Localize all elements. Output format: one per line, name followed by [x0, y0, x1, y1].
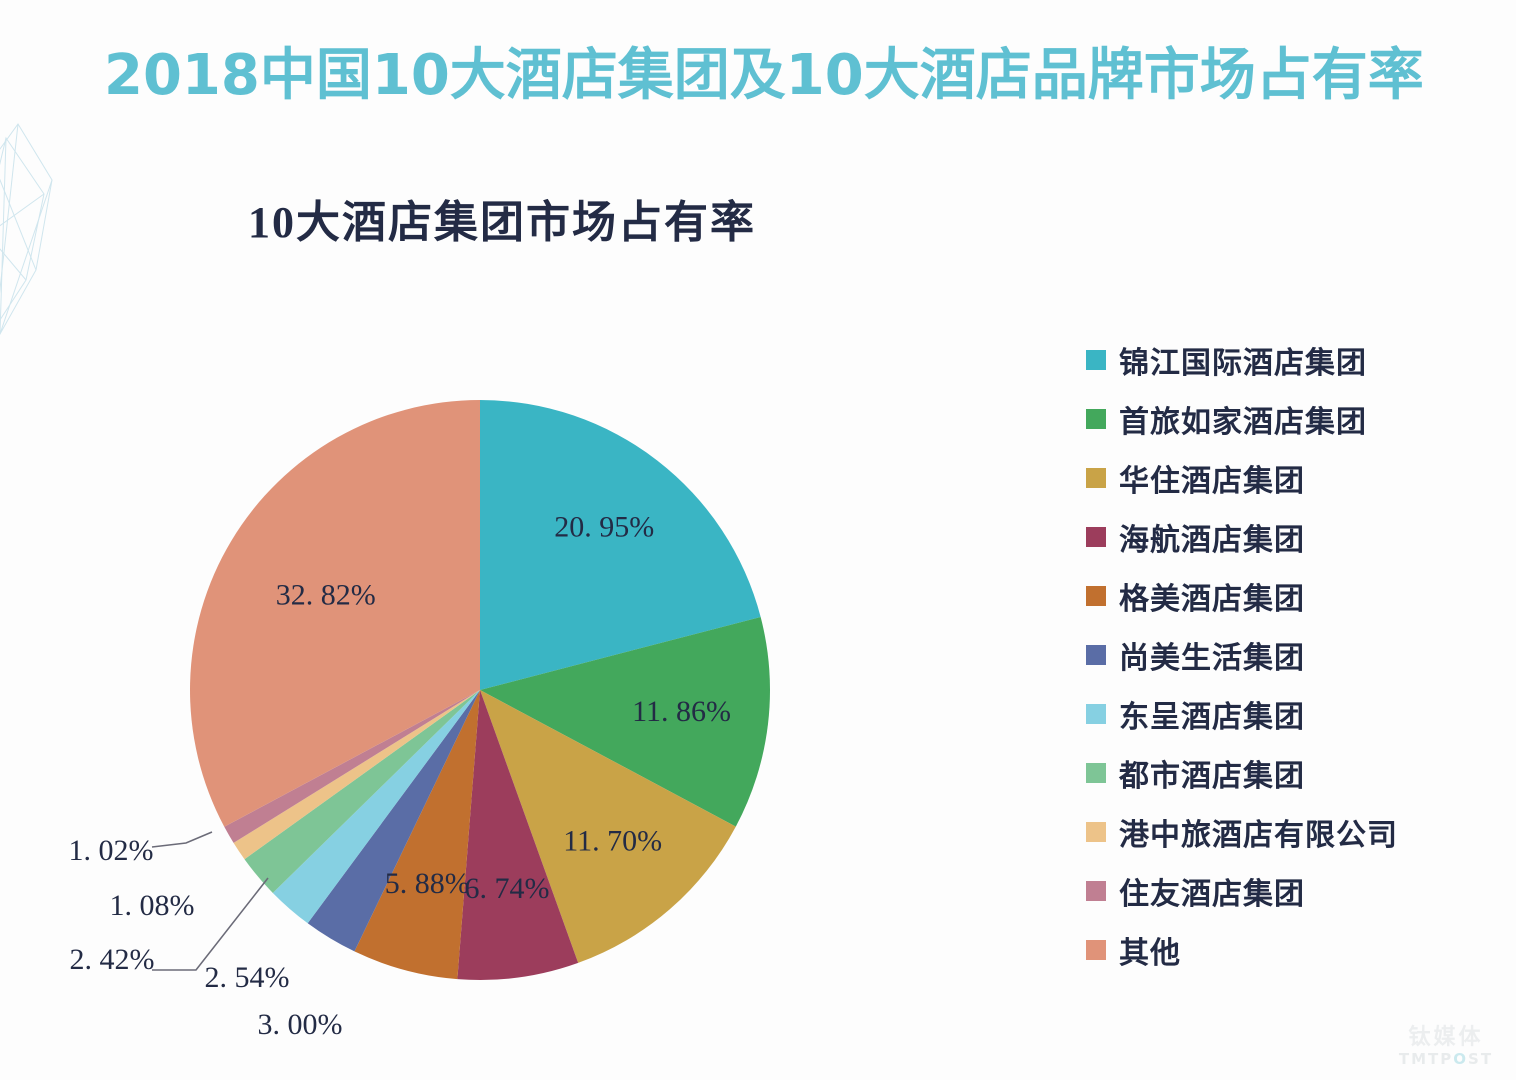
pie-slice[interactable] — [480, 616, 770, 827]
pie-slice-value-label: 20. 95% — [554, 510, 654, 543]
pie-value-labels: 20. 95% 11. 86% 11. 70% 6. 74%5. 88% 3. 00% 2… — [69, 510, 732, 1041]
pie-slice-value-label: 32. 82% — [276, 578, 376, 611]
watermark-en-right: ST — [1468, 1050, 1494, 1068]
legend-swatch-icon — [1086, 821, 1106, 842]
pie-slice-value-label: 1. 08% — [110, 889, 195, 922]
legend-item[interactable]: 尚美生活集团 — [1086, 625, 1486, 684]
legend-item[interactable]: 海航酒店集团 — [1086, 507, 1486, 566]
legend-swatch-icon — [1086, 349, 1106, 370]
pie-slice-value-label: 2. 42% — [70, 943, 155, 976]
pie-slice[interactable] — [224, 690, 480, 843]
legend-swatch-icon — [1086, 408, 1106, 429]
pie-slice-value-label: 11. 86% — [632, 695, 731, 728]
pie-slice[interactable] — [480, 690, 736, 963]
legend-swatch-icon — [1086, 585, 1106, 606]
legend-item-label: 首旅如家酒店集团 — [1119, 405, 1367, 439]
pie-leader-line — [151, 831, 213, 848]
pie-slice[interactable] — [244, 690, 480, 893]
watermark-en-left: TMTP — [1398, 1050, 1454, 1068]
pie-slice-value-label: 1. 02% — [69, 834, 154, 867]
legend-item[interactable]: 港中旅酒店有限公司 — [1086, 802, 1486, 861]
pie-slice-value-label: 6. 74% — [465, 872, 550, 905]
pie-slice[interactable] — [457, 690, 579, 980]
legend-item-label: 锦江国际酒店集团 — [1119, 346, 1367, 380]
pie-slice-value-label: 5. 88% — [385, 867, 470, 900]
legend-item[interactable]: 东呈酒店集团 — [1086, 684, 1486, 743]
pie-leader-lines — [151, 831, 269, 971]
legend-item-label: 东呈酒店集团 — [1119, 700, 1305, 734]
watermark-en-mid: O — [1453, 1050, 1469, 1068]
legend-item-label: 尚美生活集团 — [1119, 641, 1305, 675]
legend-item-label: 其他 — [1119, 936, 1181, 970]
legend-item[interactable]: 住友酒店集团 — [1086, 861, 1486, 920]
legend-item-label: 格美酒店集团 — [1119, 582, 1305, 616]
pie-chart: 20. 95% 11. 86% 11. 70% 6. 74% 5. 88% 3. 00% 2… — [0, 280, 1060, 1070]
legend-swatch-icon — [1086, 939, 1106, 960]
legend-swatch-icon — [1086, 703, 1106, 724]
pie-slice-value-label: 3. 00% — [258, 1008, 343, 1041]
pie-slice[interactable] — [190, 400, 481, 827]
legend-item[interactable]: 格美酒店集团 — [1086, 566, 1486, 625]
legend-item-label: 住友酒店集团 — [1119, 877, 1305, 911]
legend-swatch-icon — [1086, 526, 1106, 547]
pie-slice-value-label: 11. 70% — [563, 824, 662, 857]
pie-slice[interactable] — [272, 690, 480, 924]
legend-swatch-icon — [1086, 762, 1106, 783]
watermark-cn: 钛媒体 — [1408, 1024, 1484, 1050]
watermark: 钛媒体 TMTPOST — [1392, 1024, 1500, 1068]
pie-leader-line — [152, 877, 269, 971]
legend-item[interactable]: 华住酒店集团 — [1086, 448, 1486, 507]
page-title: 2018中国10大酒店集团及10大酒店品牌市场占有率 — [104, 43, 1424, 108]
legend-swatch-icon — [1086, 467, 1106, 488]
chart-title: 10大酒店集团市场占有率 — [248, 198, 756, 247]
legend-item-label: 都市酒店集团 — [1119, 759, 1305, 793]
legend-item[interactable]: 都市酒店集团 — [1086, 743, 1486, 802]
pie-slice[interactable] — [354, 690, 480, 980]
pie-slices — [190, 400, 770, 980]
legend-item-label: 港中旅酒店有限公司 — [1119, 818, 1398, 852]
legend-item-label: 华住酒店集团 — [1119, 464, 1305, 498]
watermark-en: TMTPOST — [1392, 1050, 1500, 1068]
legend: 锦江国际酒店集团 首旅如家酒店集团 华住酒店集团 海航酒店集团 格美酒店集团 尚美生活集团… — [1086, 330, 1486, 979]
pie-slice[interactable] — [480, 400, 761, 690]
pie-slice[interactable] — [233, 690, 480, 860]
legend-swatch-icon — [1086, 644, 1106, 665]
pie-slice-value-label: 2. 54% — [205, 961, 290, 994]
legend-item[interactable]: 锦江国际酒店集团 — [1086, 330, 1486, 389]
pie-slice[interactable] — [307, 690, 480, 952]
legend-item[interactable]: 其他 — [1086, 920, 1486, 979]
legend-item-label: 海航酒店集团 — [1119, 523, 1305, 557]
legend-swatch-icon — [1086, 880, 1106, 901]
legend-item[interactable]: 首旅如家酒店集团 — [1086, 389, 1486, 448]
